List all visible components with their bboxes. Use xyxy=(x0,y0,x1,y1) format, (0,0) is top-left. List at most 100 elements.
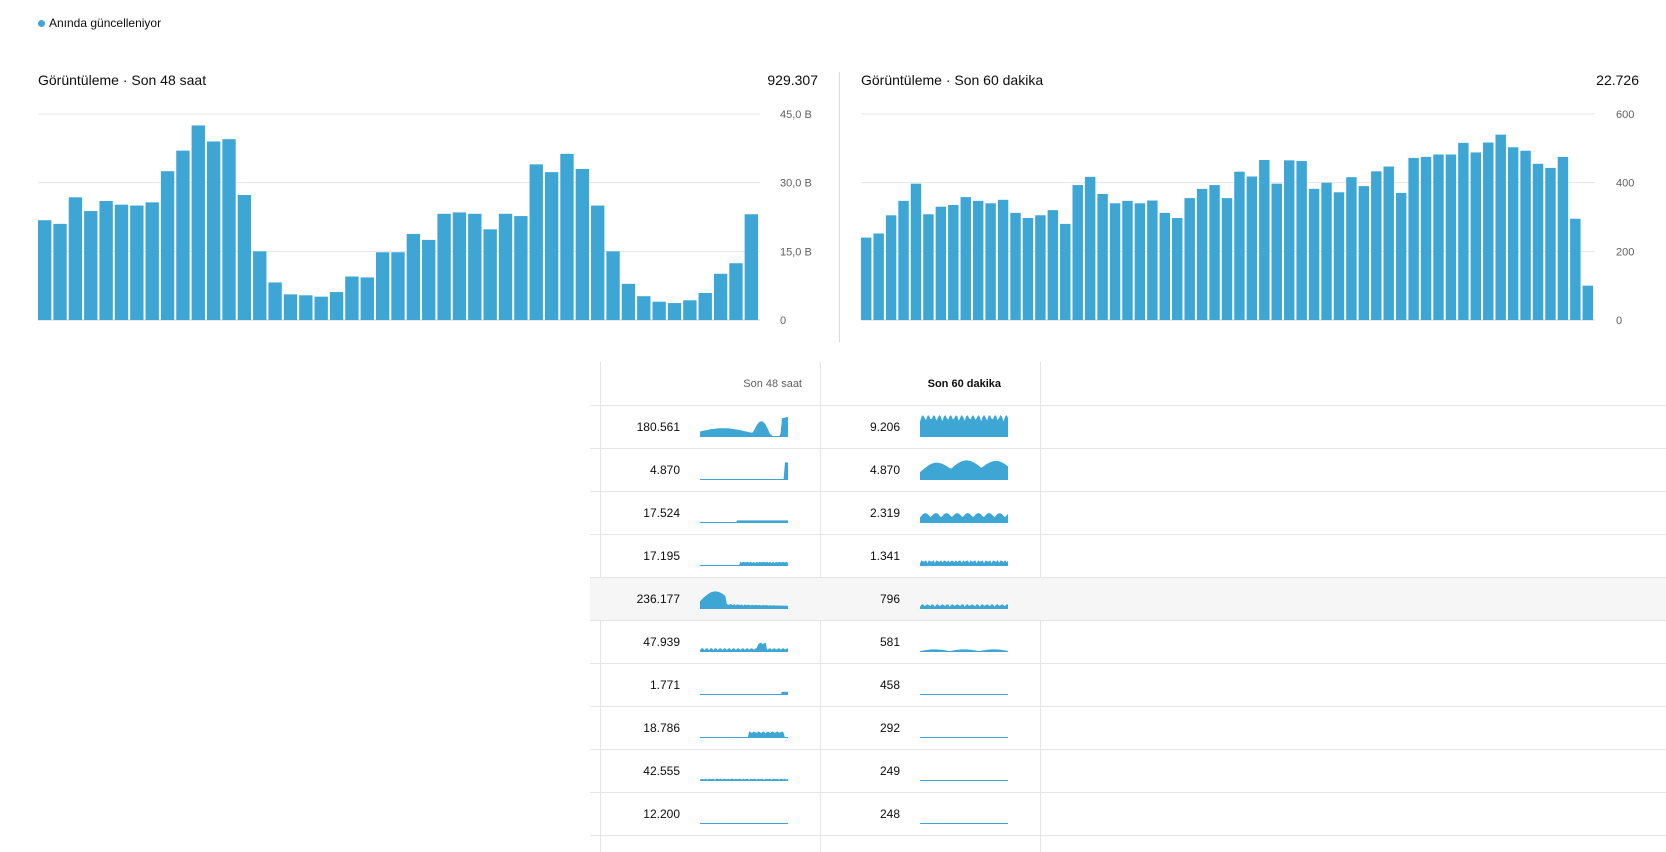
views-60m-bar[interactable] xyxy=(1283,160,1295,320)
views-60m-bar[interactable] xyxy=(1383,166,1394,320)
views-48h-bar[interactable] xyxy=(483,229,497,320)
views-60m-bar[interactable] xyxy=(861,237,872,320)
views-60m-bar[interactable] xyxy=(1545,167,1556,320)
views-60m-bar[interactable] xyxy=(960,197,971,320)
views-48h-bar[interactable] xyxy=(160,171,175,320)
table-row[interactable]: 4.870 4.870 xyxy=(590,449,1666,492)
views-48h-bar[interactable] xyxy=(68,197,83,320)
views-60m-bar[interactable] xyxy=(1557,156,1569,320)
views-48h-bar[interactable] xyxy=(406,233,421,320)
views-60m-bar[interactable] xyxy=(1507,147,1519,320)
views-48h-bar[interactable] xyxy=(560,153,574,320)
views-60m-bar[interactable] xyxy=(1147,200,1158,320)
views-48h-bar[interactable] xyxy=(529,164,543,320)
views-48h-bar[interactable] xyxy=(375,252,390,320)
views-60m-bar[interactable] xyxy=(1122,200,1133,320)
views-60m-bar[interactable] xyxy=(1234,171,1245,320)
views-48h-bar[interactable] xyxy=(683,300,697,320)
views-60m-bar[interactable] xyxy=(935,206,947,320)
views-60m-bar[interactable] xyxy=(1420,156,1432,320)
table-row[interactable]: 12.200 248 xyxy=(590,793,1666,836)
views-48h-bar[interactable] xyxy=(299,295,313,320)
views-60m-bar[interactable] xyxy=(1097,193,1108,320)
views-48h-bar[interactable] xyxy=(452,212,467,320)
views-60m-bar[interactable] xyxy=(1408,157,1419,320)
views-60m-bar[interactable] xyxy=(1333,192,1345,320)
views-60m-bar[interactable] xyxy=(1358,186,1370,320)
views-60m-bar[interactable] xyxy=(1221,198,1233,320)
table-row[interactable]: 17.195 1.341 xyxy=(590,535,1666,578)
views-60m-bar[interactable] xyxy=(1010,212,1021,320)
views-60m-bar[interactable] xyxy=(923,214,934,320)
views-60m-bar[interactable] xyxy=(948,204,959,320)
views-48h-bar[interactable] xyxy=(253,251,267,320)
views-60m-bar[interactable] xyxy=(1109,203,1121,320)
views-60m-bar[interactable] xyxy=(1582,285,1593,320)
views-60m-bar[interactable] xyxy=(1035,215,1046,320)
views-60m-bar[interactable] xyxy=(1445,154,1457,320)
views-48h-bar[interactable] xyxy=(667,303,682,320)
views-60m-bar[interactable] xyxy=(1395,192,1407,320)
views-60m-bar[interactable] xyxy=(1532,163,1544,320)
table-row[interactable]: 17.524 2.319 xyxy=(590,492,1666,535)
views-60m-bar[interactable] xyxy=(1470,152,1482,320)
views-48h-bar[interactable] xyxy=(268,282,282,320)
views-60m-bar[interactable] xyxy=(1495,134,1506,320)
views-60m-bar[interactable] xyxy=(873,233,884,320)
views-48h-bar[interactable] xyxy=(38,220,52,320)
views-48h-bar[interactable] xyxy=(637,296,651,320)
views-60m-bar[interactable] xyxy=(1483,142,1494,320)
views-60m-bar[interactable] xyxy=(910,183,922,320)
views-48h-bar[interactable] xyxy=(345,276,359,320)
table-row[interactable]: 236.177 796 xyxy=(590,578,1666,621)
views-60m-bar[interactable] xyxy=(1060,223,1071,320)
views-60m-bar[interactable] xyxy=(1022,218,1034,320)
views-60m-bar[interactable] xyxy=(1346,177,1357,320)
table-row[interactable]: 42.555 249 xyxy=(590,750,1666,793)
views-60m-bar[interactable] xyxy=(1084,176,1096,320)
views-48h-bar[interactable] xyxy=(222,139,236,320)
views-48h-bar[interactable] xyxy=(729,263,743,320)
views-60m-bar[interactable] xyxy=(1159,212,1171,320)
views-48h-bar[interactable] xyxy=(544,172,559,320)
views-48h-bar[interactable] xyxy=(606,251,620,320)
views-60m-bar[interactable] xyxy=(1296,161,1307,320)
views-60m-bar[interactable] xyxy=(1371,171,1382,320)
views-60m-bar[interactable] xyxy=(1271,183,1282,320)
views-48h-bar[interactable] xyxy=(468,213,482,320)
views-48h-bar[interactable] xyxy=(84,211,98,320)
views-60m-bar[interactable] xyxy=(1458,142,1469,320)
views-60m-bar[interactable] xyxy=(1047,210,1059,320)
views-48h-bar[interactable] xyxy=(114,204,129,320)
views-48h-bar[interactable] xyxy=(99,200,113,320)
views-60m-bar[interactable] xyxy=(898,200,909,320)
views-48h-bar[interactable] xyxy=(329,292,344,320)
views-60m-bar[interactable] xyxy=(1209,185,1220,320)
views-48h-bar[interactable] xyxy=(498,213,513,320)
views-48h-bar[interactable] xyxy=(53,223,67,320)
header-60m[interactable]: Son 60 dakika xyxy=(927,378,1001,390)
header-48h[interactable]: Son 48 saat xyxy=(743,378,802,390)
views-60m-bar[interactable] xyxy=(1308,188,1320,320)
views-48h-bar[interactable] xyxy=(130,205,144,320)
views-48h-bar[interactable] xyxy=(283,294,298,320)
table-row[interactable]: 1.771 458 xyxy=(590,664,1666,707)
views-60m-bar[interactable] xyxy=(1570,218,1581,320)
views-48h-bar[interactable] xyxy=(391,252,405,320)
views-60m-bar[interactable] xyxy=(1321,182,1332,320)
views-60m-bar[interactable] xyxy=(1184,198,1195,320)
views-48h-bar[interactable] xyxy=(621,283,636,320)
table-row[interactable]: 18.786 292 xyxy=(590,707,1666,750)
views-48h-bar[interactable] xyxy=(514,216,528,320)
views-48h-bar[interactable] xyxy=(575,168,590,320)
views-48h-bar[interactable] xyxy=(237,195,252,320)
views-60m-bar[interactable] xyxy=(885,215,897,320)
views-48h-bar[interactable] xyxy=(360,277,374,320)
views-48h-bar[interactable] xyxy=(206,141,221,320)
views-48h-bar[interactable] xyxy=(176,150,190,320)
views-60m-bar[interactable] xyxy=(1520,150,1531,320)
views-48h-bar[interactable] xyxy=(652,301,666,320)
views-60m-bar[interactable] xyxy=(1246,176,1258,320)
views-48h-bar[interactable] xyxy=(191,125,205,320)
views-60m-bar[interactable] xyxy=(1172,218,1183,320)
